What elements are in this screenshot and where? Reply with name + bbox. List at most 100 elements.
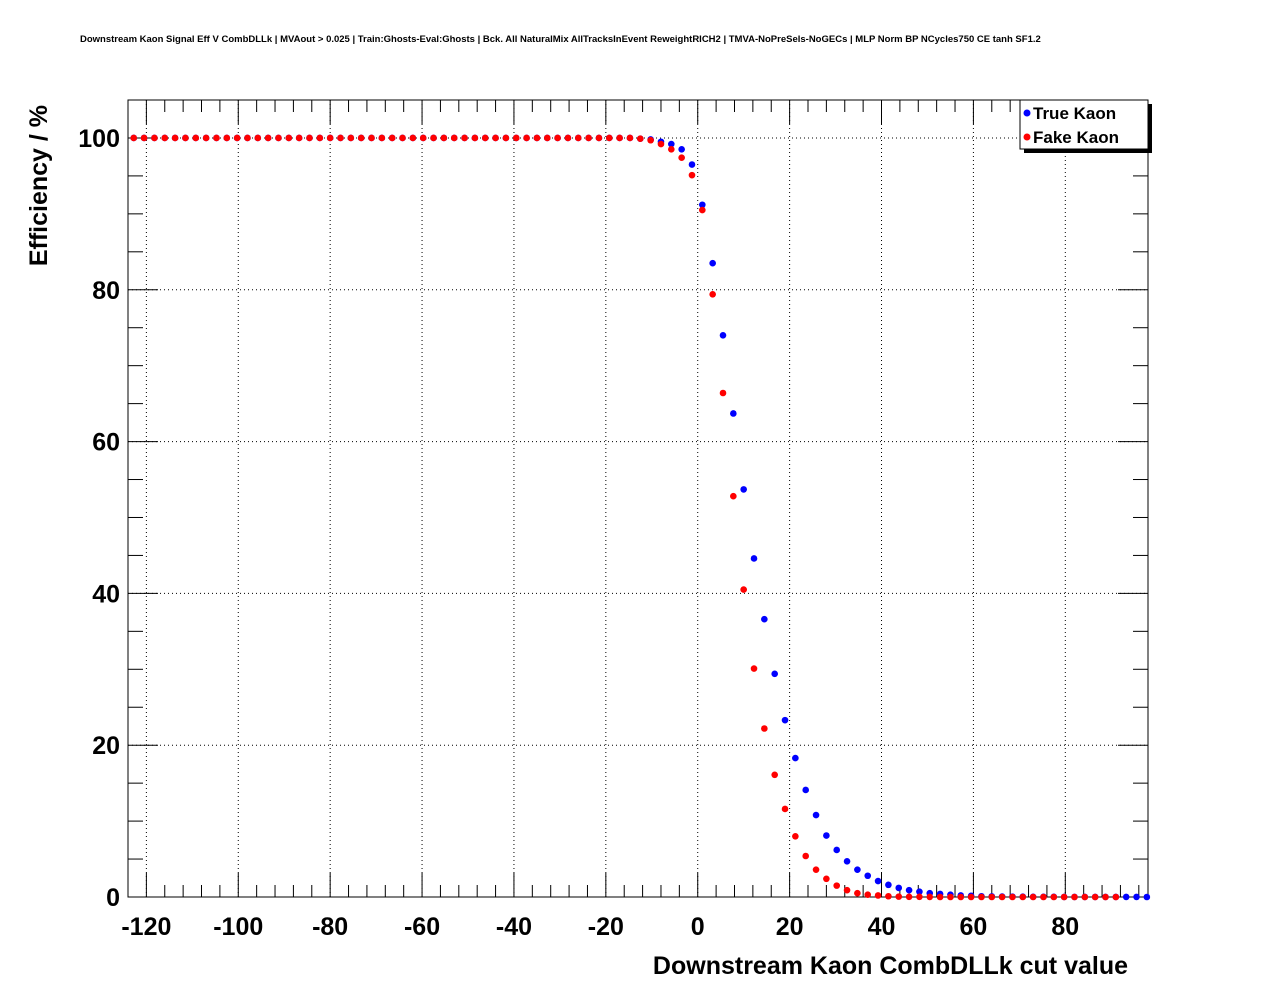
y-tick-label: 20 (92, 732, 120, 760)
data-point-fake-kaon (399, 134, 406, 142)
data-point-fake-kaon (833, 882, 841, 889)
data-point-fake-kaon (275, 134, 282, 142)
data-point-fake-kaon (885, 892, 892, 900)
data-point-fake-kaon (1029, 893, 1037, 901)
data-point-fake-kaon (254, 134, 262, 142)
y-axis-title: Efficiency / % (25, 105, 53, 266)
data-point-true-kaon (688, 161, 696, 168)
data-point-fake-kaon (192, 134, 200, 142)
data-point-fake-kaon (636, 135, 644, 143)
data-point-true-kaon (792, 754, 799, 762)
x-tick-label: -100 (213, 913, 263, 941)
data-point-true-kaon (730, 410, 737, 417)
grid-lines (128, 100, 1148, 897)
y-tick-label: 80 (92, 277, 120, 305)
x-tick-label: -40 (496, 913, 532, 941)
data-point-fake-kaon (854, 889, 861, 897)
x-tick-label: 20 (776, 913, 804, 941)
data-point-fake-kaon (502, 134, 510, 142)
data-point-true-kaon (823, 832, 830, 839)
data-point-true-kaon (1133, 893, 1140, 901)
data-point-fake-kaon (771, 771, 778, 779)
data-point-fake-kaon (264, 134, 272, 142)
data-point-fake-kaon (936, 893, 944, 901)
data-point-fake-kaon (182, 134, 189, 142)
data-point-fake-kaon (1019, 893, 1027, 901)
data-point-fake-kaon (1040, 893, 1047, 901)
legend-marker-fake-kaon (1023, 133, 1031, 141)
data-points (130, 134, 1151, 901)
data-point-fake-kaon (347, 134, 355, 142)
data-point-fake-kaon (626, 134, 634, 142)
data-point-fake-kaon (688, 171, 696, 179)
data-point-fake-kaon (440, 134, 448, 142)
data-point-fake-kaon (233, 134, 241, 142)
data-point-fake-kaon (140, 134, 148, 142)
legend: True Kaon Fake Kaon (1019, 99, 1152, 153)
data-point-fake-kaon (864, 891, 872, 899)
data-point-true-kaon (761, 615, 768, 623)
x-tick-label: 80 (1051, 913, 1079, 941)
y-tick-label: 0 (106, 884, 120, 912)
data-point-fake-kaon (244, 134, 251, 142)
data-point-fake-kaon (223, 134, 231, 142)
data-point-fake-kaon (554, 134, 561, 142)
data-point-fake-kaon (926, 893, 934, 901)
data-point-fake-kaon (1071, 893, 1078, 901)
data-point-fake-kaon (337, 134, 344, 142)
data-point-fake-kaon (161, 134, 169, 142)
data-point-fake-kaon (1050, 893, 1058, 901)
data-point-fake-kaon (874, 892, 882, 899)
data-point-fake-kaon (430, 134, 437, 142)
data-point-fake-kaon (543, 134, 551, 142)
data-point-fake-kaon (388, 134, 396, 142)
x-tick-label: 0 (691, 913, 705, 941)
data-point-true-kaon (895, 884, 903, 892)
data-point-true-kaon (905, 886, 913, 894)
data-point-true-kaon (709, 259, 716, 267)
plot-frame (127, 99, 1149, 898)
data-point-fake-kaon (668, 146, 675, 153)
data-point-fake-kaon (471, 134, 479, 142)
data-point-fake-kaon (1060, 893, 1068, 901)
data-point-fake-kaon (657, 140, 665, 148)
data-point-fake-kaon (616, 134, 623, 142)
series-true-kaon (130, 134, 1151, 901)
data-point-true-kaon (833, 846, 841, 854)
data-point-true-kaon (874, 877, 882, 885)
data-point-fake-kaon (574, 134, 582, 142)
data-point-true-kaon (750, 555, 758, 562)
data-point-fake-kaon (585, 134, 592, 142)
data-point-fake-kaon (647, 136, 654, 144)
data-point-fake-kaon (1112, 893, 1120, 901)
axis-ticks (127, 99, 1148, 898)
x-tick-label: -120 (121, 913, 171, 941)
data-point-fake-kaon (533, 134, 541, 142)
data-point-fake-kaon (512, 134, 520, 142)
data-point-fake-kaon (905, 893, 913, 901)
data-point-fake-kaon (740, 586, 747, 593)
y-tick-label: 60 (92, 429, 120, 457)
data-point-fake-kaon (1009, 893, 1016, 901)
data-point-true-kaon (864, 872, 872, 880)
data-point-fake-kaon (316, 134, 324, 142)
data-point-fake-kaon (792, 832, 799, 840)
data-point-fake-kaon (812, 866, 820, 873)
y-tick-labels: 0 20 40 60 80 100 (78, 125, 120, 912)
data-point-fake-kaon (306, 134, 313, 142)
data-point-fake-kaon (357, 134, 365, 142)
data-point-fake-kaon (947, 893, 954, 901)
data-point-true-kaon (719, 332, 727, 339)
data-point-fake-kaon (978, 893, 985, 901)
data-point-true-kaon (740, 486, 747, 493)
data-point-fake-kaon (761, 725, 768, 732)
data-point-fake-kaon (171, 134, 179, 142)
data-point-fake-kaon (202, 134, 210, 142)
data-point-fake-kaon (802, 852, 810, 860)
data-point-fake-kaon (823, 875, 830, 883)
data-point-true-kaon (668, 140, 675, 148)
data-point-true-kaon (843, 858, 851, 865)
data-point-true-kaon (678, 146, 685, 153)
data-point-true-kaon (812, 811, 820, 819)
data-point-fake-kaon (409, 134, 417, 142)
